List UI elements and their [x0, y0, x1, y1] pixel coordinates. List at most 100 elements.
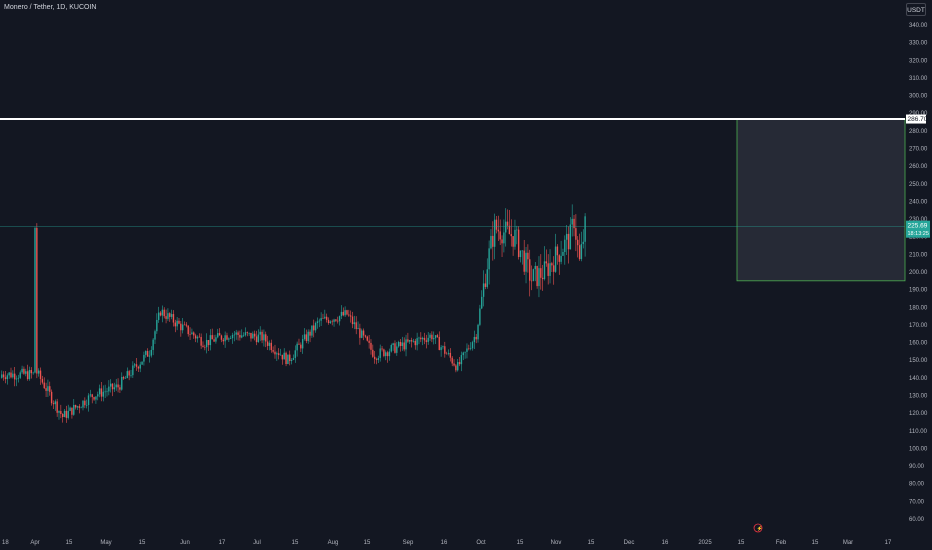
candle-body [340, 311, 343, 317]
candle-body [580, 244, 583, 260]
time-tick-label: Sep [403, 540, 414, 546]
candle-body [405, 339, 407, 350]
candle-body [540, 268, 542, 278]
candle-body [8, 372, 10, 376]
price-zone-box[interactable] [736, 118, 906, 282]
candle-body [327, 319, 330, 324]
candle-body [279, 354, 282, 356]
candle-body [290, 359, 293, 362]
candle-body [313, 325, 315, 331]
candle-body [403, 342, 405, 350]
resistance-price-label: 286.70 [908, 116, 928, 123]
candle-body [19, 372, 21, 378]
candle-body [60, 411, 62, 415]
events-marker[interactable]: ⚡ [753, 523, 763, 533]
candle-body [338, 316, 341, 322]
candle-body [263, 334, 265, 341]
candle-body [202, 345, 204, 347]
candle-body [128, 371, 130, 376]
candle-body [285, 352, 287, 365]
candle-body [133, 364, 136, 366]
time-tick-label: May [100, 540, 111, 546]
candle-body [242, 335, 245, 336]
candle-body [52, 403, 55, 405]
price-axis[interactable]: 340.00 330.00 320.00 310.00 300.00 290.00 280.… [909, 23, 928, 523]
candle-body [56, 401, 58, 413]
price-tick-label: 70.00 [909, 499, 925, 505]
time-tick-label: 17 [885, 540, 892, 546]
candle-body [534, 265, 536, 270]
candle-body [2, 374, 5, 378]
candle-body [429, 334, 431, 338]
candle-body [307, 331, 309, 342]
candle-body [455, 365, 457, 371]
currency-badge[interactable]: USDT [906, 3, 926, 16]
price-tick-label: 80.00 [909, 482, 925, 488]
candle-body [512, 236, 514, 247]
candle-body [477, 324, 479, 340]
candle-body [287, 354, 289, 365]
candle-body [344, 310, 346, 316]
candle-body [457, 362, 459, 371]
candle-body [217, 333, 219, 338]
candle-body [386, 352, 389, 357]
candle-body [117, 384, 119, 388]
price-tick-label: 130.00 [909, 394, 928, 400]
candle-body [541, 277, 544, 280]
candle-body [503, 232, 505, 244]
candle-body [198, 336, 200, 338]
candle-body [397, 341, 400, 347]
candle-body [253, 333, 256, 337]
price-tick-label: 190.00 [909, 288, 928, 294]
candle-body [111, 383, 114, 390]
time-tick-label: 15 [517, 540, 524, 546]
candle-body [124, 378, 127, 379]
time-tick-label: 18 [2, 540, 9, 546]
candle-body [276, 353, 278, 355]
candle-body [578, 245, 581, 260]
candle-body [204, 346, 206, 348]
time-tick-label: Oct [476, 540, 486, 546]
candle-body [329, 321, 332, 324]
price-tick-label: 280.00 [909, 129, 928, 135]
time-tick-label: Dec [624, 540, 635, 546]
price-tick-label: 200.00 [909, 270, 928, 276]
candle-body [309, 331, 311, 336]
candle-body [108, 386, 110, 392]
candle-body [577, 239, 579, 246]
candle-body [270, 342, 272, 351]
candle-body [73, 404, 75, 415]
last-price-tag: 225.69 18:13:25 [906, 220, 930, 238]
candle-body [460, 355, 463, 365]
time-axis[interactable]: 18 Apr 15 May 15 Jun 17 Jul 15 Aug 15 Sep 16 Oct 15 Nov… [2, 540, 892, 546]
candle-body [372, 349, 374, 357]
candle-body [113, 387, 116, 390]
resistance-price-tag: 286.70 [906, 114, 928, 124]
candle-body [505, 221, 507, 233]
candle-body [17, 377, 20, 379]
candle-body [74, 404, 77, 408]
candle-body [261, 331, 263, 341]
candle-body [289, 354, 291, 362]
candle-body [205, 340, 208, 348]
candle-body [584, 216, 586, 242]
candle-body [364, 335, 367, 337]
candle-body [76, 406, 79, 408]
candle-body [85, 405, 88, 406]
candle-body [349, 315, 352, 317]
candle-body [82, 400, 84, 408]
candle-body [466, 348, 468, 352]
time-tick-label: 16 [441, 540, 448, 546]
candle-body [156, 319, 158, 332]
symbol-title[interactable]: Monero / Tether, 1D, KUCOIN [4, 4, 97, 11]
candle-body [119, 387, 121, 390]
candle-body [475, 336, 477, 340]
candle-body [135, 364, 138, 367]
candle-body [163, 309, 165, 317]
candle-body [357, 328, 359, 330]
candle-body [130, 375, 132, 376]
price-tick-label: 290.00 [909, 111, 928, 117]
candle-body [28, 369, 31, 380]
price-tick-label: 90.00 [909, 464, 925, 470]
